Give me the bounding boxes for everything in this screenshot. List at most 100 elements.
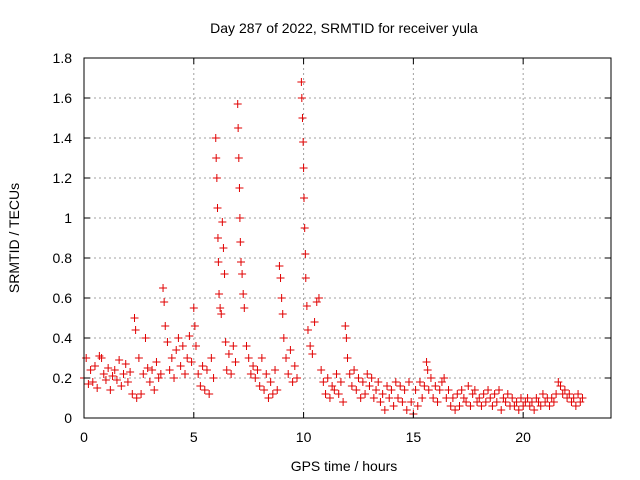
data-point bbox=[345, 370, 354, 378]
data-point bbox=[391, 378, 400, 386]
data-point bbox=[356, 394, 365, 402]
data-point bbox=[435, 386, 444, 394]
data-point bbox=[314, 294, 323, 302]
data-point bbox=[330, 386, 339, 394]
data-point bbox=[299, 138, 308, 146]
data-point bbox=[275, 262, 284, 270]
data-point bbox=[84, 380, 93, 388]
data-point bbox=[282, 354, 291, 362]
data-point bbox=[277, 294, 286, 302]
data-point bbox=[298, 114, 307, 122]
x-axis-title: GPS time / hours bbox=[291, 458, 398, 474]
data-point bbox=[119, 370, 128, 378]
data-point bbox=[323, 374, 332, 382]
data-point bbox=[468, 390, 477, 398]
data-point bbox=[212, 154, 221, 162]
data-point bbox=[549, 398, 558, 406]
data-point bbox=[170, 374, 179, 382]
data-point bbox=[486, 394, 495, 402]
data-point bbox=[181, 370, 190, 378]
data-point bbox=[268, 390, 277, 398]
data-point bbox=[554, 378, 563, 386]
data-point bbox=[358, 378, 367, 386]
data-point bbox=[222, 366, 231, 374]
data-point bbox=[167, 354, 176, 362]
data-point bbox=[426, 374, 435, 382]
data-point bbox=[538, 390, 547, 398]
data-point bbox=[90, 362, 99, 370]
data-point bbox=[231, 358, 240, 366]
data-point bbox=[185, 332, 194, 340]
data-point bbox=[464, 382, 473, 390]
data-point bbox=[278, 310, 287, 318]
data-point bbox=[183, 354, 192, 362]
data-point bbox=[141, 334, 150, 342]
data-point bbox=[497, 406, 506, 414]
data-point bbox=[106, 386, 115, 394]
data-point bbox=[99, 370, 108, 378]
data-point bbox=[212, 174, 221, 182]
y-tick-label: 0.6 bbox=[53, 290, 73, 306]
data-point bbox=[470, 386, 479, 394]
data-point bbox=[95, 352, 104, 360]
data-point bbox=[451, 406, 460, 414]
y-axis-title: SRMTID / TECUs bbox=[6, 183, 22, 293]
data-point bbox=[302, 302, 311, 310]
data-point bbox=[352, 386, 361, 394]
data-point bbox=[303, 326, 312, 334]
data-point bbox=[299, 164, 308, 172]
data-point bbox=[198, 362, 207, 370]
data-point bbox=[578, 394, 587, 402]
y-tick-label: 0.2 bbox=[53, 370, 73, 386]
x-tick-label: 10 bbox=[296, 429, 312, 445]
data-point bbox=[499, 394, 508, 402]
data-point bbox=[385, 394, 394, 402]
data-point bbox=[214, 258, 223, 266]
data-point bbox=[273, 386, 282, 394]
data-point bbox=[462, 398, 471, 406]
data-point bbox=[306, 342, 315, 350]
data-point bbox=[510, 402, 519, 410]
data-point bbox=[187, 358, 196, 366]
y-tick-label: 1.4 bbox=[53, 130, 73, 146]
data-point bbox=[93, 384, 102, 392]
data-point bbox=[150, 386, 159, 394]
data-point bbox=[457, 386, 466, 394]
data-point bbox=[143, 364, 152, 372]
data-point bbox=[238, 270, 247, 278]
data-point bbox=[217, 310, 226, 318]
data-point bbox=[437, 378, 446, 386]
data-point bbox=[536, 402, 545, 410]
x-tick-label: 20 bbox=[515, 429, 531, 445]
data-point bbox=[420, 382, 429, 390]
data-point bbox=[525, 402, 534, 410]
data-point bbox=[239, 290, 248, 298]
data-point bbox=[328, 382, 337, 390]
data-point bbox=[341, 322, 350, 330]
data-point bbox=[501, 398, 510, 406]
data-point bbox=[367, 374, 376, 382]
data-point bbox=[300, 224, 309, 232]
data-point bbox=[156, 370, 165, 378]
data-point bbox=[194, 370, 203, 378]
data-point bbox=[459, 394, 468, 402]
data-point bbox=[161, 322, 170, 330]
data-point bbox=[422, 358, 431, 366]
data-point bbox=[488, 402, 497, 410]
y-tick-label: 0 bbox=[64, 410, 72, 426]
data-point bbox=[508, 394, 517, 402]
data-point bbox=[260, 386, 269, 394]
data-point bbox=[86, 366, 95, 374]
data-point bbox=[234, 154, 243, 162]
data-point bbox=[308, 350, 317, 358]
data-point bbox=[481, 398, 490, 406]
data-point bbox=[227, 370, 236, 378]
data-point bbox=[220, 270, 229, 278]
data-point bbox=[466, 402, 475, 410]
data-point bbox=[233, 100, 242, 108]
data-point bbox=[229, 342, 238, 350]
data-point bbox=[132, 394, 141, 402]
data-point bbox=[219, 244, 228, 252]
data-point bbox=[394, 394, 403, 402]
y-tick-label: 0.4 bbox=[53, 330, 73, 346]
